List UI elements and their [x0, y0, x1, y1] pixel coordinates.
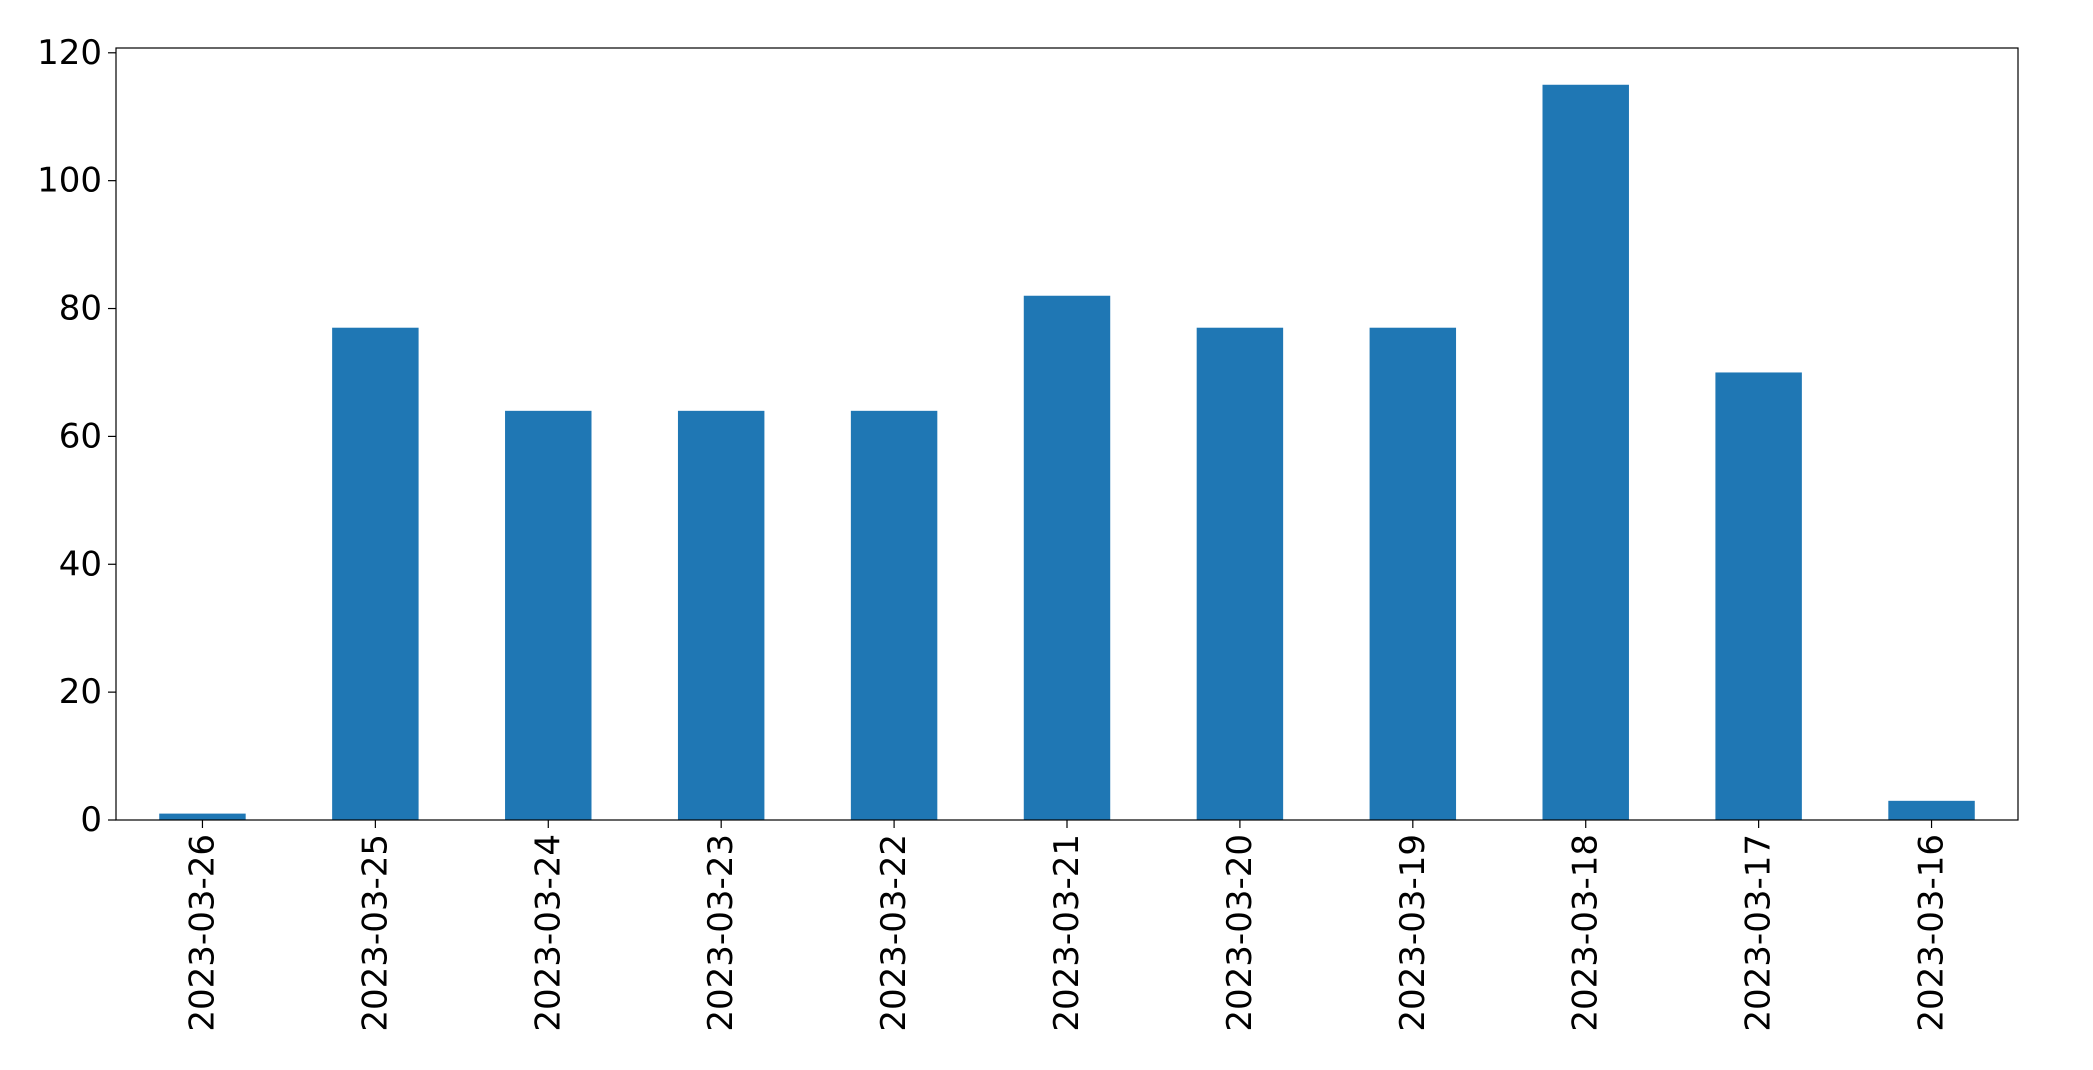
x-tick-label: 2023-03-18 — [1566, 834, 1606, 1032]
x-tick-label: 2023-03-17 — [1739, 834, 1779, 1032]
y-tick-label: 40 — [59, 544, 102, 584]
x-tick-label: 2023-03-25 — [355, 834, 395, 1032]
x-tick-label: 2023-03-24 — [528, 834, 568, 1032]
x-tick-label: 2023-03-19 — [1393, 834, 1433, 1032]
x-tick-label: 2023-03-26 — [182, 834, 222, 1032]
bar-2023-03-19 — [1369, 327, 1457, 820]
y-tick-label: 60 — [59, 416, 102, 456]
bar-2023-03-23 — [677, 410, 765, 820]
bar-2023-03-18 — [1542, 84, 1629, 820]
y-tick-label: 120 — [37, 33, 102, 73]
y-tick-label: 20 — [59, 672, 102, 712]
bar-2023-03-24 — [505, 410, 592, 820]
bar-2023-03-22 — [850, 410, 938, 820]
bar-2023-03-20 — [1196, 327, 1284, 820]
bar-2023-03-16 — [1888, 800, 1975, 820]
x-tick-label: 2023-03-22 — [874, 834, 914, 1032]
y-tick-label: 100 — [37, 161, 102, 201]
bars-layer — [159, 84, 1975, 820]
bar-2023-03-17 — [1715, 372, 1802, 820]
x-tick-label: 2023-03-16 — [1912, 834, 1952, 1032]
y-tick-label: 80 — [59, 289, 102, 329]
bar-2023-03-25 — [332, 327, 419, 820]
y-axis: 0 20 40 60 80 100 120 — [37, 33, 116, 840]
x-tick-label: 2023-03-20 — [1220, 834, 1260, 1032]
bar-2023-03-21 — [1023, 295, 1111, 820]
bar-2023-03-26 — [159, 813, 246, 820]
x-tick-label: 2023-03-21 — [1047, 834, 1087, 1032]
y-tick-label: 0 — [80, 800, 102, 840]
x-tick-label: 2023-03-23 — [701, 834, 741, 1032]
x-axis: 2023-03-26 2023-03-25 2023-03-24 2023-03-23… — [182, 820, 1952, 1032]
